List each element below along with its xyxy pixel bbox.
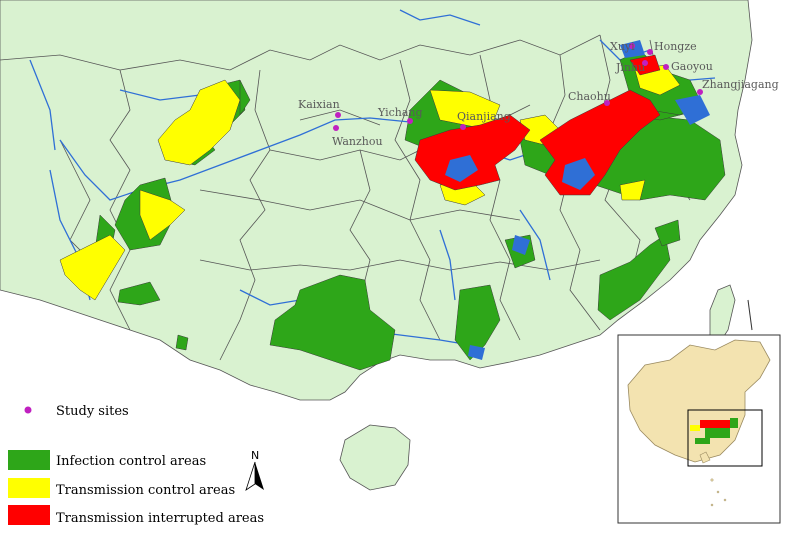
- legend-study-sites-label: Study sites: [56, 404, 129, 419]
- study-site-label: Qianjiang: [457, 110, 511, 123]
- study-site-label: Wanzhou: [332, 135, 383, 148]
- north-arrow-icon: N: [245, 449, 264, 491]
- study-site-marker: [663, 64, 669, 70]
- legend-infection-control-label: Infection control areas: [56, 454, 206, 469]
- study-site-label: Xuyi: [610, 40, 635, 53]
- legend: Study sites Infection control areas Tran…: [8, 404, 264, 526]
- legend-swatch-infection-control: [8, 450, 50, 470]
- legend-transmission-interrupted-label: Transmission interrupted areas: [56, 511, 264, 526]
- study-site-label: Kaixian: [298, 98, 340, 111]
- study-site-marker: [407, 118, 413, 124]
- study-site-label: Jinhu: [615, 61, 645, 74]
- study-site-label: Gaoyou: [671, 60, 713, 73]
- study-site-label: Zhangjiagang: [702, 78, 779, 91]
- inset-endemic-marks: [690, 418, 738, 444]
- lakes: [445, 40, 710, 360]
- inset-china-outline: [627, 339, 771, 463]
- legend-transmission-control-label: Transmission control areas: [56, 483, 235, 498]
- inset-study-region-box: [687, 409, 763, 467]
- inset-islands: [710, 478, 727, 507]
- study-site-legend-marker: [24, 406, 32, 414]
- map-edge-line: [747, 299, 753, 331]
- china-locator-map-icon: [617, 334, 781, 524]
- study-site-marker: [333, 125, 339, 131]
- north-label: N: [251, 449, 259, 462]
- hainan-island: [339, 424, 411, 491]
- land-base: [0, 0, 753, 491]
- study-site-marker: [335, 112, 341, 118]
- study-site-marker: [647, 49, 653, 55]
- study-site-label: Chaohu: [568, 90, 611, 103]
- study-sites-layer: Kaixian Wanzhou Yichang Qianjiang Chaohu Xuyi…: [298, 40, 779, 148]
- study-site-label: Hongze: [654, 40, 697, 53]
- study-site-marker: [642, 60, 648, 66]
- study-site-marker: [697, 89, 703, 95]
- study-site-label: Yichang: [377, 106, 423, 119]
- legend-swatch-transmission-interrupted: [8, 505, 50, 525]
- study-site-marker: [629, 43, 635, 49]
- study-site-marker: [604, 100, 610, 106]
- legend-swatch-transmission-control: [8, 478, 50, 498]
- mainland-area: [0, 0, 753, 401]
- study-site-marker: [460, 124, 466, 130]
